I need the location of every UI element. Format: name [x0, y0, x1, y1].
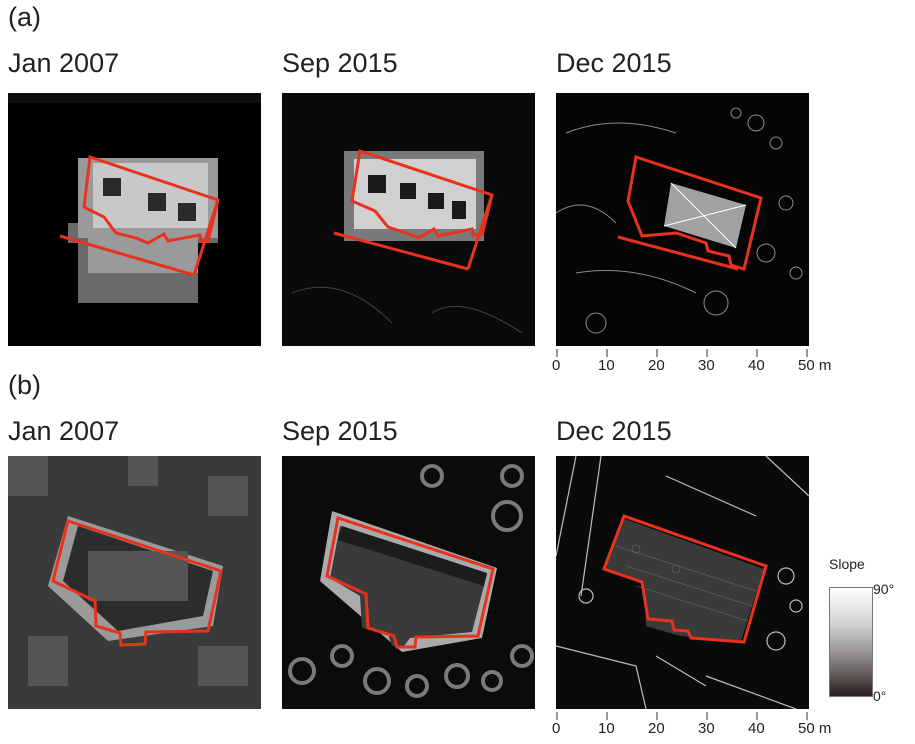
scale-b-tick-20: 20: [648, 720, 665, 737]
scale-a-tick-0: 0: [552, 357, 561, 374]
scale-a-tick-10: 10: [598, 357, 615, 374]
scale-bar-a: [556, 346, 809, 357]
panel-a-title-3: Dec 2015: [556, 48, 672, 78]
scale-b-tick-10: 10: [598, 720, 615, 737]
panel-a-label: (a): [8, 2, 41, 32]
slope-colorbar: [829, 587, 873, 697]
scale-a-tick-50: 50 m: [798, 357, 832, 374]
panel-a-title-2: Sep 2015: [282, 48, 398, 78]
image-b-dec2015: [556, 456, 809, 709]
scale-b-tick-0: 0: [552, 720, 561, 737]
scale-a-tick-20: 20: [648, 357, 665, 374]
image-b-jan2007: [8, 456, 261, 709]
scale-b-tick-30: 30: [698, 720, 715, 737]
scale-b-tick-50: 50 m: [798, 720, 832, 737]
panel-b-label: (b): [8, 370, 41, 400]
image-a-jan2007: [8, 93, 261, 346]
legend-title: Slope: [829, 556, 865, 572]
panel-a-title-1: Jan 2007: [8, 48, 120, 78]
legend-max: 90°: [873, 581, 895, 597]
image-a-dec2015: [556, 93, 809, 346]
scale-bar-b: [556, 709, 809, 720]
scale-a-tick-40: 40: [748, 357, 765, 374]
panel-b-title-2: Sep 2015: [282, 416, 398, 446]
scale-a-tick-30: 30: [698, 357, 715, 374]
scale-b-tick-40: 40: [748, 720, 765, 737]
panel-b-title-1: Jan 2007: [8, 416, 120, 446]
image-b-sep2015: [282, 456, 535, 709]
image-a-sep2015: [282, 93, 535, 346]
legend-min: 0°: [873, 688, 887, 704]
panel-b-title-3: Dec 2015: [556, 416, 672, 446]
